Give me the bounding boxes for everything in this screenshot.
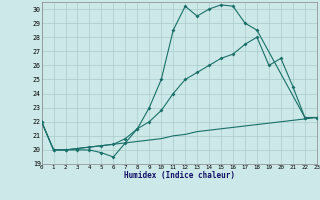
X-axis label: Humidex (Indice chaleur): Humidex (Indice chaleur) xyxy=(124,171,235,180)
